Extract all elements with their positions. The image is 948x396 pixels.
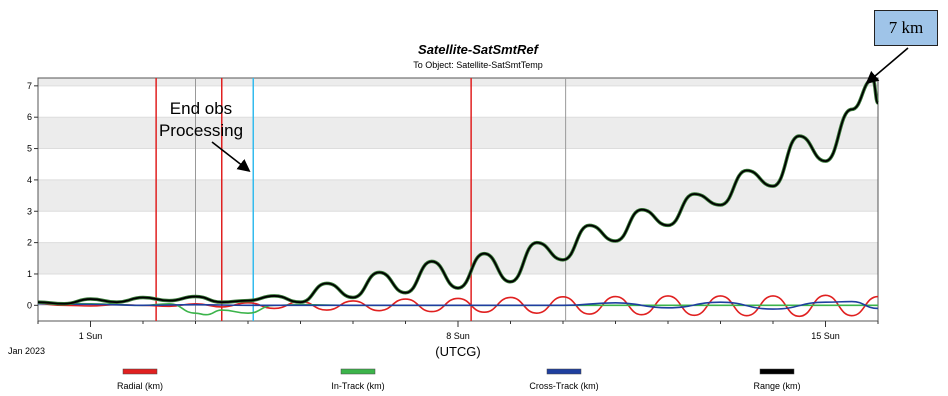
legend-swatch [759,368,795,375]
grid-bands [38,78,878,274]
x-tick-label: 8 Sun [446,331,470,341]
legend-swatch [122,368,158,375]
legend-label: Radial (km) [117,381,163,391]
series-line-4 [37,78,879,305]
y-tick-label: 5 [27,144,32,154]
grid-band [38,78,878,86]
peak-annotation-box: 7 km [874,10,938,46]
grid-band [38,117,878,149]
y-tick-label: 4 [27,175,32,185]
x-axis-label: (UTCG) [435,344,481,359]
x-period-label: Jan 2023 [8,346,45,356]
legend-label: In-Track (km) [331,381,384,391]
y-tick-label: 2 [27,238,32,248]
chart-title: Satellite-SatSmtRef [418,42,540,57]
y-tick-label: 3 [27,206,32,216]
grid-band [38,179,878,212]
y-axis: 0 1 2 3 4 5 6 7 [27,81,38,310]
peak-annotation-label: 7 km [888,18,924,37]
vertical-markers [155,78,567,321]
legend-label: Cross-Track (km) [529,381,598,391]
legend-label: Range (km) [753,381,800,391]
series-lines [37,77,880,318]
legend-swatch [546,368,582,375]
x-tick-label: 1 Sun [79,331,103,341]
x-tick-label: 15 Sun [811,331,840,341]
y-tick-label: 6 [27,112,32,122]
grid-band [38,242,878,274]
end-obs-annotation: End obs Processing [158,99,244,140]
end-obs-arrow [211,141,251,172]
peak-arrow [865,47,909,85]
y-tick-label: 1 [27,269,32,279]
series-line-3 [37,300,879,310]
chart-subtitle: To Object: Satellite-SatSmtTemp [413,60,543,70]
x-axis: 1 Sun 8 Sun 15 Sun [37,321,879,341]
legend: Radial (km) In-Track (km) Cross-Track (km)… [117,368,801,391]
y-tick-label: 7 [27,81,32,91]
y-tick-label: 0 [27,300,32,310]
legend-swatch [340,368,376,375]
